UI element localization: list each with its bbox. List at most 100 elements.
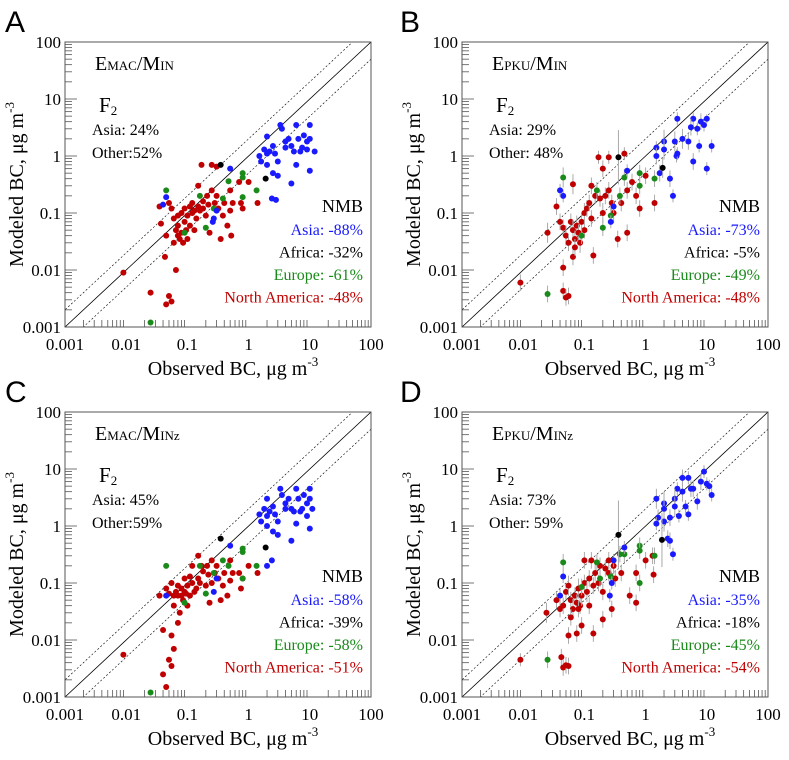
point-as <box>675 512 682 519</box>
point-na <box>614 235 621 242</box>
point-na <box>160 626 167 633</box>
f2-label-f: F <box>496 93 508 117</box>
point-as <box>278 125 285 132</box>
point-na <box>168 298 175 305</box>
point-na <box>583 588 590 595</box>
point-na <box>219 582 226 589</box>
point-na <box>651 199 658 206</box>
title-m: /M <box>530 423 554 445</box>
point-na <box>163 585 170 592</box>
point-eu <box>225 562 232 569</box>
panel-letter: C <box>5 376 27 409</box>
f2-label-sub: 2 <box>508 103 515 118</box>
point-as <box>687 485 694 492</box>
point-na <box>581 210 588 216</box>
y-axis-title-sup: -3 <box>399 472 414 483</box>
point-na <box>193 215 200 222</box>
nmb-entry-eu: Europe: -49% <box>671 267 760 284</box>
point-as <box>163 592 170 599</box>
point-as <box>274 158 281 165</box>
point-na <box>170 645 177 652</box>
point-eu <box>636 170 643 177</box>
point-na <box>120 651 127 658</box>
point-as <box>306 495 313 502</box>
point-na <box>586 602 593 609</box>
point-na <box>592 569 599 576</box>
point-na <box>569 605 576 612</box>
point-na <box>578 218 585 225</box>
point-na <box>569 181 576 188</box>
point-na <box>633 192 640 199</box>
point-as <box>608 580 615 586</box>
point-eu <box>239 548 246 555</box>
plot-frame <box>461 41 769 328</box>
point-na <box>165 292 172 299</box>
point-na <box>608 605 615 612</box>
title-e-sub: PKU <box>504 428 531 443</box>
point-as <box>285 495 292 502</box>
point-eu <box>219 195 226 202</box>
x-tick-label: 100 <box>358 705 384 724</box>
plot-frame <box>64 411 372 698</box>
point-eu <box>181 599 188 606</box>
plot-frame <box>461 411 769 698</box>
x-tick-label: 0.001 <box>443 705 481 724</box>
point-as <box>690 158 697 165</box>
title-e-sub: MAC <box>107 58 137 73</box>
nmb-entry-af: Africa: -32% <box>279 245 363 262</box>
point-as <box>303 500 310 507</box>
point-na <box>200 198 207 205</box>
point-eu <box>163 562 170 569</box>
y-tick-label: 0.1 <box>437 204 458 223</box>
one-to-two-line <box>82 428 371 697</box>
x-tick-label: 1 <box>641 705 650 724</box>
y-tick-label: 100 <box>433 403 459 422</box>
f2-stat: Asia: 29% <box>489 122 556 139</box>
point-as <box>264 512 271 519</box>
x-axis-title: Observed BC, μg m-3 <box>545 724 715 750</box>
point-na <box>578 592 585 599</box>
point-na <box>565 582 572 589</box>
point-na <box>208 580 215 586</box>
point-na <box>605 557 612 564</box>
point-na <box>588 215 595 222</box>
point-na <box>227 557 234 564</box>
point-as <box>560 192 567 199</box>
point-eu <box>578 584 585 591</box>
point-as <box>306 135 313 142</box>
point-na <box>602 192 609 199</box>
point-af <box>262 544 269 551</box>
point-eu <box>147 689 154 696</box>
point-na <box>245 562 252 569</box>
point-na <box>224 222 231 229</box>
x-tick-label: 1 <box>244 705 253 724</box>
point-na <box>174 582 181 589</box>
point-as <box>679 135 686 142</box>
point-as <box>277 485 284 492</box>
axis-ticks <box>65 414 369 698</box>
point-na <box>204 562 211 569</box>
y-axis-title-sup: -3 <box>2 472 17 483</box>
point-as <box>290 148 297 155</box>
point-as <box>271 511 278 518</box>
point-af <box>262 175 269 182</box>
point-as <box>557 187 564 194</box>
point-na <box>213 562 220 569</box>
point-na <box>586 199 593 206</box>
point-na <box>163 301 170 308</box>
point-na <box>168 632 175 639</box>
f2-stat: Other:59% <box>92 515 162 532</box>
title-m: /M <box>137 53 161 75</box>
y-axis-title-text: Modeled BC, μg m <box>403 482 425 636</box>
x-tick-label: 0.01 <box>111 705 141 724</box>
x-tick-label: 100 <box>755 335 781 354</box>
point-as <box>264 523 271 529</box>
point-na <box>205 571 212 578</box>
point-as <box>560 573 567 580</box>
point-as <box>653 520 660 527</box>
point-af <box>217 535 224 542</box>
nmb-entry-na: North America: -48% <box>224 290 363 307</box>
point-na <box>605 154 612 161</box>
